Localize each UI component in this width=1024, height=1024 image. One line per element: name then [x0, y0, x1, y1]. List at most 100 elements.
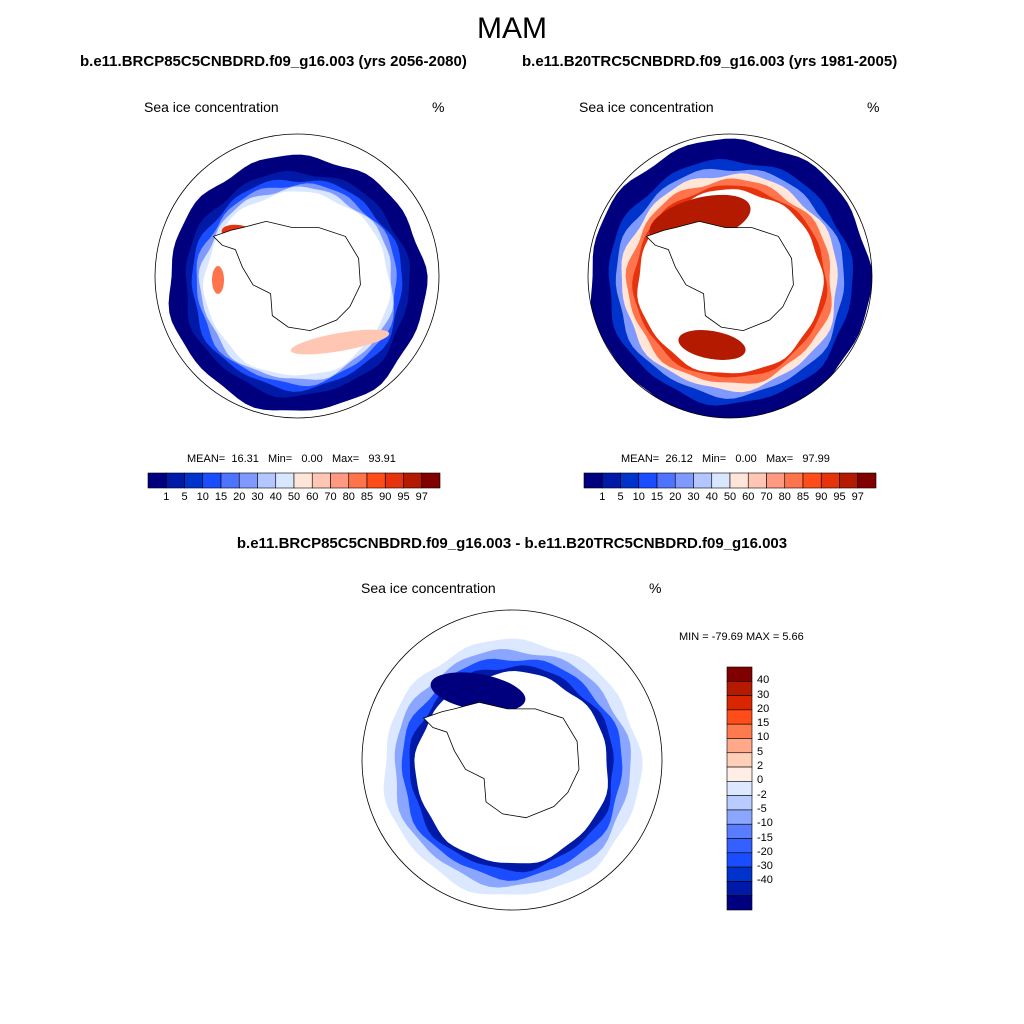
panel3-colorbar-swatch-2	[726, 695, 753, 711]
map2-feature-1	[678, 330, 746, 360]
left-case-title: b.e11.BRCP85C5CNBDRD.f09_g16.003 (yrs 20…	[80, 53, 467, 70]
panel1-colorbar-tick-label: 60	[306, 491, 319, 503]
panel1-max-value: 93.91	[368, 453, 396, 465]
panel3-colorbar-tick-label: -20	[757, 845, 773, 858]
panel1-colorbar-swatch-7	[275, 472, 295, 489]
panel2-max-label: Max=	[765, 453, 794, 465]
panel2-colorbar-swatch-8	[729, 472, 749, 489]
panel2-colorbar-swatch-0	[583, 472, 603, 489]
panel1-colorbar-swatch-13	[384, 472, 404, 489]
panel3-colorbar-swatch-12	[726, 838, 753, 854]
panel2-colorbar-swatch-3	[638, 472, 658, 489]
panel3-colorbar-tick-label: 5	[757, 745, 764, 758]
panel3-colorbar-swatch-16	[726, 895, 753, 911]
panel3-colorbar-tick-label: -10	[757, 817, 773, 830]
panel2-max-value: 97.99	[802, 453, 830, 465]
panel2-title: Sea ice concentration	[579, 99, 714, 115]
panel3-colorbar-swatch-11	[726, 823, 753, 839]
panel1-colorbar-swatch-11	[348, 472, 368, 489]
panel1-colorbar-swatch-10	[330, 472, 350, 489]
panel3-map-border	[361, 609, 663, 911]
panel3-range: MIN = -79.69 MAX = 5.66	[679, 631, 804, 643]
panel3-colorbar-tick-label: -2	[757, 788, 767, 801]
map3-continent	[422, 701, 580, 819]
panel1-colorbar-swatch-12	[366, 472, 386, 489]
panel2-colorbar-swatch-11	[784, 472, 804, 489]
map3-feature-0	[430, 672, 526, 712]
panel2-map-border	[587, 133, 873, 419]
panel2-colorbar-swatch-7	[711, 472, 731, 489]
right-case-title: b.e11.B20TRC5CNBDRD.f09_g16.003 (yrs 198…	[522, 53, 898, 70]
panel1-mean-value: 16.31	[231, 453, 259, 465]
panel2-colorbar-tick-label: 60	[742, 491, 755, 503]
panel2-colorbar-tick-label: 40	[705, 491, 718, 503]
panel2-colorbar-swatch-14	[839, 472, 859, 489]
panel3-colorbar-tick-label: 20	[757, 702, 770, 715]
panel2-colorbar-tick-label: 95	[833, 491, 846, 503]
panel2-units: %	[867, 99, 880, 115]
panel3-colorbar-swatch-4	[726, 723, 753, 739]
panel1-colorbar-swatch-4	[220, 472, 240, 489]
panel3-colorbar-tick-label: 10	[757, 731, 770, 744]
panel3-map	[383, 638, 643, 895]
figure-title: MAM	[477, 12, 547, 45]
panel1-colorbar-tick-label: 1	[163, 491, 170, 503]
panel3-colorbar-tick-label: 15	[757, 717, 770, 730]
panel3-colorbar-swatch-0	[726, 666, 753, 682]
panel2-colorbar-swatch-9	[747, 472, 767, 489]
panel2-colorbar-swatch-5	[674, 472, 694, 489]
panel3-colorbar-tick-label: 30	[757, 688, 770, 701]
panel3-title: Sea ice concentration	[361, 580, 496, 596]
panel2-colorbar-tick-label: 20	[669, 491, 682, 503]
panel3-colorbar-swatch-14	[726, 866, 753, 882]
panel1-max-label: Max=	[331, 453, 360, 465]
panel1-min-label: Min=	[268, 453, 293, 465]
panel1-title: Sea ice concentration	[144, 99, 279, 115]
panel3-colorbar-tick-label: 0	[757, 774, 764, 787]
panel3-colorbar-tick-label: -30	[757, 860, 773, 873]
panel1-units: %	[432, 99, 445, 115]
panel2-min-label: Min=	[702, 453, 727, 465]
panel2-colorbar-tick-label: 10	[632, 491, 645, 503]
panel1-colorbar-tick-label: 40	[269, 491, 282, 503]
panel1-colorbar-swatch-0	[147, 472, 167, 489]
panel3-colorbar-tick-label: -40	[757, 874, 773, 887]
panel3-colorbar-swatch-5	[726, 738, 753, 754]
panel3-units: %	[649, 580, 662, 596]
panel1-colorbar-tick-label: 70	[324, 491, 337, 503]
panel1-colorbar-swatch-15	[421, 472, 441, 489]
panel1-colorbar-tick-label: 85	[360, 491, 374, 503]
panel2-colorbar-tick-label: 80	[778, 491, 791, 503]
panel3-colorbar-swatch-10	[726, 809, 753, 825]
panel2-colorbar-swatch-6	[693, 472, 713, 489]
panel2-colorbar-swatch-2	[620, 472, 640, 489]
panel2-colorbar-tick-label: 85	[796, 491, 810, 503]
panel2-min-value: 0.00	[735, 453, 757, 465]
panel2-colorbar-tick-label: 50	[723, 491, 737, 503]
panel1-colorbar-swatch-14	[403, 472, 423, 489]
panel3-colorbar-swatch-3	[726, 709, 753, 725]
panel1-colorbar-swatch-1	[165, 472, 185, 489]
panel1-map	[168, 154, 428, 411]
panel2-map	[590, 138, 872, 418]
panel3-colorbar-swatch-8	[726, 781, 753, 796]
panel1-colorbar-tick-label: 10	[196, 491, 209, 503]
panel2-colorbar-tick-label: 30	[687, 491, 700, 503]
panel2-stats: MEAN= 26.12 Min= 0.00 Max= 97.99	[621, 453, 830, 465]
panel3-colorbar-tick-label: 2	[757, 760, 764, 773]
panel1-map-border	[154, 133, 440, 419]
panel1-colorbar-swatch-8	[293, 472, 313, 489]
panel3-colorbar-swatch-7	[726, 766, 753, 782]
panel1-colorbar-tick-label: 95	[397, 491, 410, 503]
panel3-colorbar-swatch-13	[726, 852, 753, 868]
panel1-colorbar-tick-label: 30	[251, 491, 264, 503]
panel1-colorbar-tick-label: 97	[415, 491, 428, 503]
panel3-colorbar-swatch-15	[726, 881, 753, 897]
map1-feature-2	[212, 266, 224, 294]
panel3-colorbar-swatch-9	[726, 795, 753, 811]
panel2-colorbar-swatch-13	[820, 472, 840, 489]
panel3-colorbar-swatch-1	[726, 680, 753, 696]
panel3-colorbar-swatch-6	[726, 752, 753, 768]
map2-continent	[645, 220, 794, 332]
